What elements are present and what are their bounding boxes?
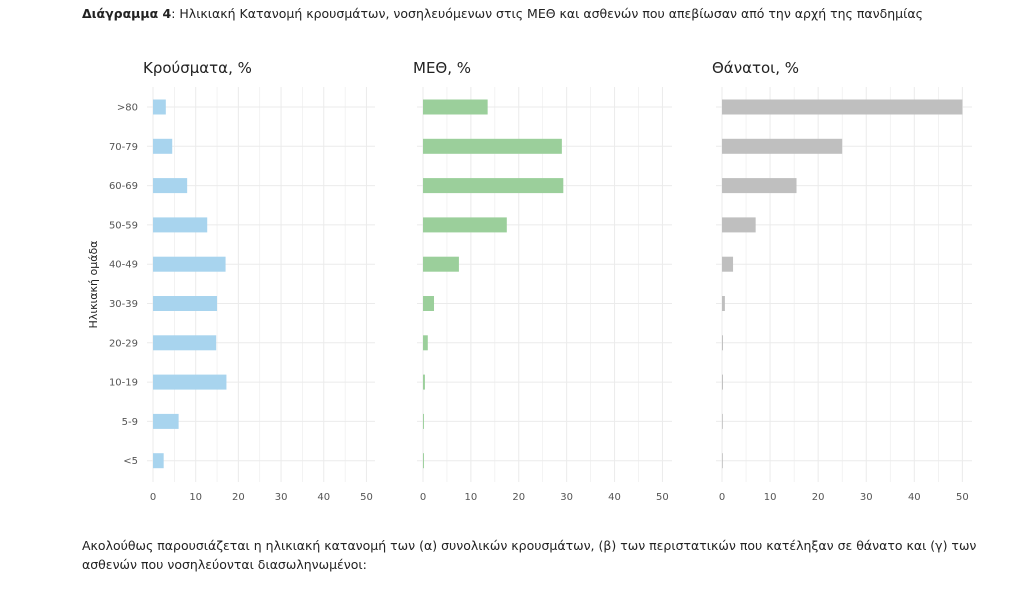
y-tick-label: 20-29 <box>109 338 138 349</box>
bar-<5 <box>153 453 164 469</box>
bar->80 <box>153 99 166 115</box>
footer-paragraph: Ακολούθως παρουσιάζεται η ηλικιακή καταν… <box>82 538 977 572</box>
x-tick-label: 30 <box>560 492 573 503</box>
bar-50-59 <box>423 217 507 233</box>
bar-60-69 <box>153 178 188 194</box>
panel-title: Κρούσματα, % <box>143 59 252 77</box>
x-tick-label: 20 <box>232 492 245 503</box>
x-tick-label: 40 <box>908 492 921 503</box>
y-axis-label: Ηλικιακή ομάδα <box>87 241 100 329</box>
bar-40-49 <box>423 256 459 272</box>
bar-<5 <box>423 453 424 469</box>
caption-text: : Ηλικιακή Κατανομή κρουσμάτων, νοσηλευό… <box>171 6 923 21</box>
x-tick-label: 50 <box>956 492 969 503</box>
x-tick-label: 10 <box>465 492 478 503</box>
bar-40-49 <box>153 256 226 272</box>
bar-10-19 <box>423 374 425 390</box>
bar-5-9 <box>153 413 179 429</box>
y-tick-label: 50-59 <box>109 220 138 231</box>
y-tick-label: <5 <box>123 456 138 467</box>
y-tick-label: 70-79 <box>109 142 138 153</box>
x-tick-label: 40 <box>317 492 330 503</box>
bar->80 <box>722 99 963 115</box>
x-tick-label: 30 <box>275 492 288 503</box>
x-tick-label: 50 <box>360 492 373 503</box>
bar-70-79 <box>153 138 173 154</box>
x-tick-label: 20 <box>812 492 825 503</box>
bar-70-79 <box>423 138 562 154</box>
bar-10-19 <box>722 374 723 390</box>
figure-caption: Διάγραμμα 4: Ηλικιακή Κατανομή κρουσμάτω… <box>82 5 1012 22</box>
bar-10-19 <box>153 374 227 390</box>
bar-60-69 <box>423 178 564 194</box>
bar-20-29 <box>153 335 217 351</box>
x-tick-label: 0 <box>150 492 156 503</box>
bar-60-69 <box>722 178 797 194</box>
x-tick-label: 30 <box>860 492 873 503</box>
age-distribution-chart: Κρούσματα, % >80 70-79 60-69 50-59 40-49 30-39… <box>87 59 972 503</box>
caption-lead: Διάγραμμα 4 <box>82 6 172 21</box>
bar-5-9 <box>722 413 723 429</box>
bar->80 <box>423 99 488 115</box>
y-tick-label: 60-69 <box>109 181 138 192</box>
bar-50-59 <box>722 217 756 233</box>
bar-40-49 <box>722 256 734 272</box>
y-tick-label: 10-19 <box>109 378 138 389</box>
panel-title: ΜΕΘ, % <box>413 59 471 77</box>
x-tick-label: 20 <box>512 492 525 503</box>
panel-title: Θάνατοι, % <box>712 59 799 77</box>
bar-30-39 <box>423 296 435 311</box>
bar-30-39 <box>722 296 725 311</box>
x-tick-label: 40 <box>608 492 621 503</box>
bar-20-29 <box>423 335 428 351</box>
x-tick-label: 10 <box>189 492 202 503</box>
bar-30-39 <box>153 296 218 311</box>
y-tick-label: 30-39 <box>109 299 138 310</box>
x-tick-label: 0 <box>719 492 725 503</box>
bar-<5 <box>722 453 723 469</box>
y-tick-label: >80 <box>117 103 138 114</box>
bar-50-59 <box>153 217 208 233</box>
y-tick-label: 40-49 <box>109 260 138 271</box>
bar-20-29 <box>722 335 723 351</box>
x-tick-label: 0 <box>420 492 426 503</box>
bar-70-79 <box>722 138 843 154</box>
x-tick-label: 10 <box>764 492 777 503</box>
y-tick-label: 5-9 <box>122 417 138 428</box>
bar-5-9 <box>423 413 424 429</box>
x-tick-label: 50 <box>656 492 669 503</box>
